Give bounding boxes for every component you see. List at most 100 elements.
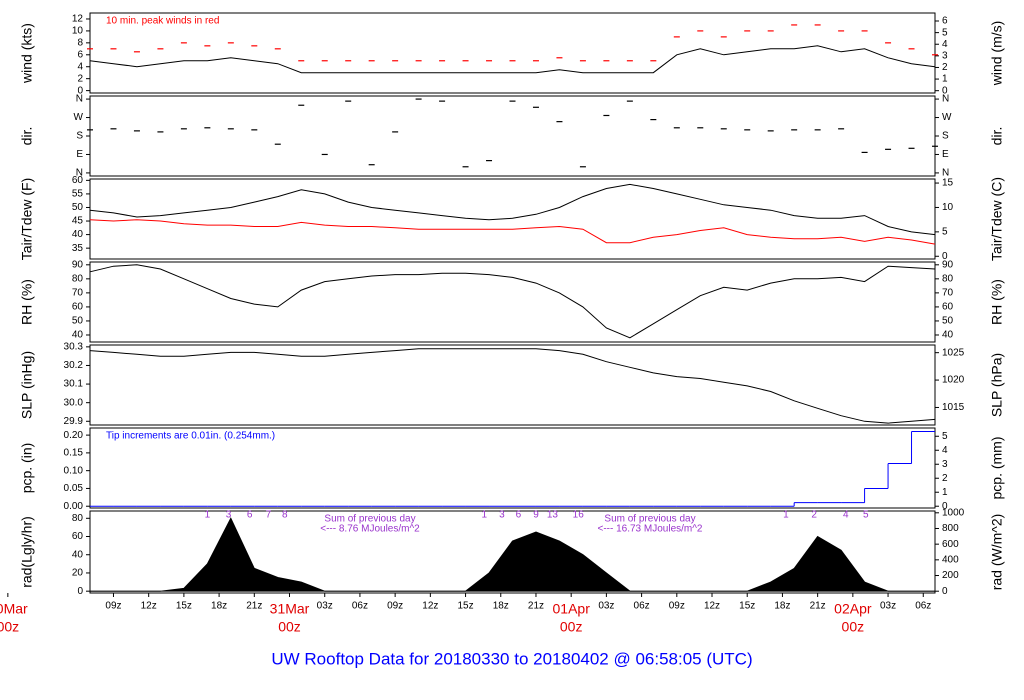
y-tick-label: 30.0 (64, 397, 84, 408)
y-tick-label: 80 (72, 273, 84, 284)
panel-frame (89, 427, 936, 509)
y2-tick-label: E (942, 149, 949, 160)
y2-tick-label: 0 (942, 586, 948, 597)
y-tick-label: 0.00 (64, 501, 84, 512)
x-tick-label: 18z (774, 601, 790, 612)
annotation: <--- 8.76 MJoules/m^2 (320, 524, 420, 535)
y-axis-label: RH (%) (19, 279, 35, 325)
day-sublabel: 00z (560, 619, 583, 635)
hour-mark: 3 (226, 510, 232, 521)
x-tick-label: 21z (528, 601, 544, 612)
x-tick-label: 06z (915, 601, 931, 612)
hour-mark: 3 (499, 510, 505, 521)
panel-frame (89, 510, 936, 594)
day-label: 02Apr (834, 601, 872, 617)
data-line (89, 264, 936, 339)
x-tick-label: 06z (352, 601, 368, 612)
data-line (89, 219, 936, 245)
x-tick-label: 09z (669, 601, 685, 612)
y-tick-label: 55 (72, 189, 84, 200)
y-tick-label: 10 (72, 26, 84, 37)
hour-mark: 6 (516, 510, 522, 521)
y-tick-label: 0 (77, 85, 83, 96)
annotation: Sum of previous day (324, 514, 415, 525)
hour-mark: 1 (783, 510, 789, 521)
y2-tick-label: 800 (942, 523, 959, 534)
y-tick-label: 4 (77, 61, 83, 72)
y2-tick-label: 1000 (942, 507, 965, 518)
y2-axis-label: rad (W/m^2) (989, 514, 1005, 591)
y2-tick-label: N (942, 168, 949, 179)
chart-title: UW Rooftop Data for 20180330 to 20180402… (271, 649, 752, 668)
y-tick-label: 90 (72, 259, 84, 270)
y2-tick-label: 80 (942, 273, 954, 284)
hour-mark: 8 (282, 510, 288, 521)
y-tick-label: N (76, 94, 83, 105)
y2-tick-label: 200 (942, 570, 959, 581)
y2-tick-label: 1 (942, 487, 948, 498)
y2-tick-label: 1025 (942, 347, 965, 358)
y-tick-label: W (74, 112, 84, 123)
y2-axis-label: SLP (hPa) (989, 353, 1005, 417)
x-tick-label: 12z (422, 601, 438, 612)
y2-tick-label: 0 (942, 251, 948, 262)
y-tick-label: N (76, 168, 83, 179)
x-tick-label: 06z (634, 601, 650, 612)
y-tick-label: 40 (72, 330, 84, 341)
y-tick-label: 40 (72, 549, 84, 560)
y-tick-label: 0.05 (64, 483, 84, 494)
data-line (89, 45, 936, 74)
hour-mark: 7 (266, 510, 272, 521)
y-tick-label: 50 (72, 316, 84, 327)
y-tick-label: 60 (72, 175, 84, 186)
annotation: <--- 16.73 MJoules/m^2 (597, 524, 702, 535)
x-tick-label: 18z (211, 601, 227, 612)
y-axis-label: rad(Lgly/hr) (19, 516, 35, 588)
hour-mark: 16 (573, 510, 585, 521)
hour-mark: 4 (843, 510, 849, 521)
hour-mark: 1 (205, 510, 211, 521)
y-tick-label: 0.10 (64, 465, 84, 476)
hour-mark: 1 (482, 510, 488, 521)
y2-tick-label: 2 (942, 473, 948, 484)
x-tick-label: 21z (246, 601, 262, 612)
y2-tick-label: 2 (942, 62, 948, 73)
y-tick-label: 0.15 (64, 448, 84, 459)
y2-tick-label: 60 (942, 302, 954, 313)
day-sublabel: 00z (842, 619, 865, 635)
x-tick-label: 15z (457, 601, 473, 612)
data-line (89, 348, 936, 424)
y2-axis-label: RH (%) (989, 279, 1005, 325)
x-tick-label: 15z (176, 601, 192, 612)
y2-tick-label: 1015 (942, 402, 965, 413)
y-tick-label: 35 (72, 243, 84, 254)
y-axis-label: dir. (19, 127, 35, 146)
y-tick-label: 2 (77, 73, 83, 84)
y-tick-label: 50 (72, 202, 84, 213)
day-label: 01Apr (553, 601, 591, 617)
day-label: 30Mar (0, 601, 28, 617)
y2-tick-label: 70 (942, 288, 954, 299)
annotation: Sum of previous day (604, 514, 695, 525)
hour-mark: 6 (247, 510, 253, 521)
y-tick-label: 60 (72, 531, 84, 542)
day-sublabel: 00z (278, 619, 301, 635)
y2-tick-label: 6 (942, 16, 948, 27)
y-tick-label: 30.3 (64, 342, 84, 353)
y2-tick-label: 15 (942, 178, 954, 189)
y2-tick-label: 4 (942, 39, 948, 50)
y2-tick-label: 5 (942, 431, 948, 442)
y-tick-label: S (76, 131, 83, 142)
y2-tick-label: 3 (942, 459, 948, 470)
y2-tick-label: S (942, 131, 949, 142)
y2-tick-label: 0 (942, 501, 948, 512)
hour-mark: 13 (547, 510, 559, 521)
y-tick-label: 70 (72, 288, 84, 299)
x-tick-label: 15z (739, 601, 755, 612)
x-tick-label: 12z (704, 601, 720, 612)
y2-tick-label: 3 (942, 50, 948, 61)
y2-tick-label: 4 (942, 445, 948, 456)
x-tick-label: 12z (141, 601, 157, 612)
y-axis-label: SLP (inHg) (19, 351, 35, 419)
